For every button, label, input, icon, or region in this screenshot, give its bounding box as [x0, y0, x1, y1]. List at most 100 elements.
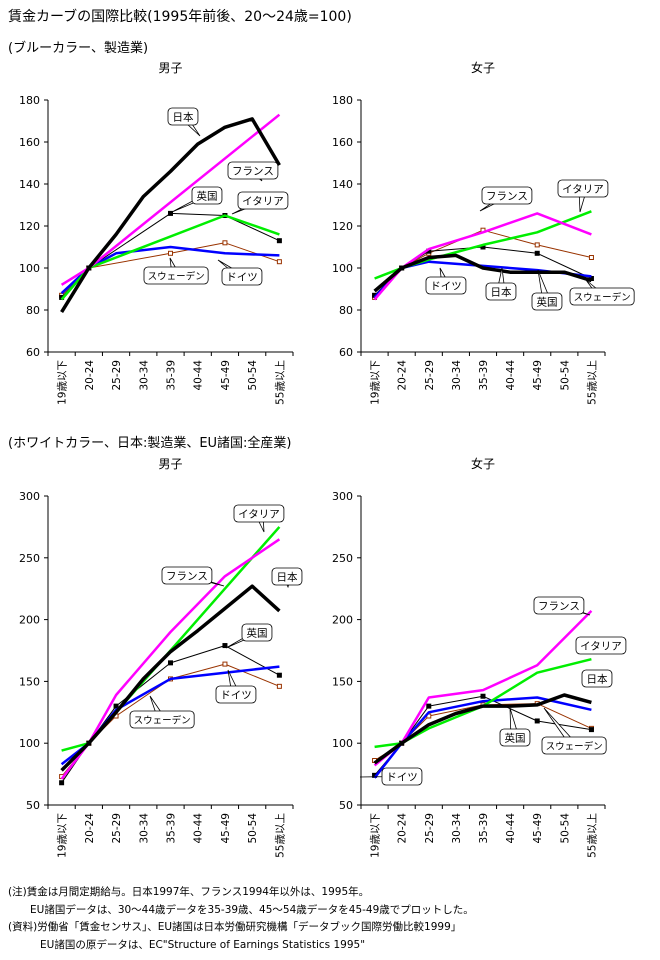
callout-label: スウェーデン: [574, 292, 631, 304]
callout-box: [381, 767, 423, 786]
data-point-英国: [113, 703, 119, 709]
data-point-英国: [534, 250, 540, 256]
note-line: EU諸国データは、30〜44歳データを35-39歳、45〜54歳データを45-4…: [30, 903, 474, 916]
callout-スウェーデン: スウェーデン: [541, 707, 607, 755]
callout-box: [271, 567, 303, 586]
footnotes: (注)賃金は月間定期給与。日本1997年、フランス1994年以外は、1995年。…: [8, 884, 474, 954]
callout-スウェーデン: スウェーデン: [143, 257, 209, 285]
callout-label: イタリア: [238, 509, 280, 521]
callout-イタリア: イタリア: [233, 504, 285, 533]
y-tick-label: 180: [19, 94, 40, 107]
callout-英国: 英国: [531, 269, 563, 311]
series-line-フランス: [373, 212, 592, 301]
callout-日本: 日本: [271, 567, 303, 589]
callout-イタリア: イタリア: [557, 179, 609, 213]
chart-title: 男子: [158, 61, 182, 75]
callout-box: [425, 276, 467, 295]
y-tick-label: 50: [26, 799, 40, 812]
y-tick-label: 300: [332, 490, 353, 503]
callout-label: フランス: [166, 571, 208, 583]
chart-white-collar-male: 男子 50 100 150 200 250 300 19歳以下 20-24 25-29 30-34 3…: [19, 457, 303, 858]
callout-label: ドイツ: [220, 690, 252, 702]
callout-英国: 英国: [171, 186, 223, 213]
x-tick-label: 45-49: [532, 813, 544, 844]
y-tick-label: 300: [19, 490, 40, 503]
callout-box: [541, 736, 607, 755]
x-tick-label: 19歳以下: [370, 813, 382, 858]
data-point-ドイツ: [276, 259, 282, 265]
callout-label: ドイツ: [386, 772, 418, 784]
x-tick-label: 19歳以下: [57, 360, 69, 405]
callout-label: 日本: [276, 571, 297, 584]
series-line-イタリア: [374, 657, 592, 749]
callout-box: [129, 710, 195, 729]
callout-label: 英国: [504, 732, 525, 745]
callout-label: 英国: [246, 627, 267, 640]
x-tick-label: 19歳以下: [370, 360, 382, 405]
x-tick-label: 50-54: [247, 813, 259, 844]
callout-box: [557, 179, 609, 198]
y-tick-label: 180: [332, 94, 353, 107]
chart-blue-collar-male: 男子 60 80 100 120 140 160 180 19歳以下 20-24 25-29 30-3…: [19, 61, 294, 405]
data-point-ドイツ: [534, 242, 540, 248]
section-label-blue-collar: (ブルーカラー、製造業): [8, 41, 149, 56]
section-label-white-collar: (ホワイトカラー、日本:製造業、EU諸国:全産業): [8, 436, 292, 451]
callout-日本: 日本: [485, 267, 517, 301]
y-tick-label: 80: [26, 304, 40, 317]
x-tick-label: 55歳以上: [274, 813, 286, 858]
y-tick-label: 200: [332, 614, 353, 627]
callout-box: [581, 669, 613, 688]
x-tick-label: 50-54: [559, 360, 571, 391]
y-tick-label: 160: [19, 136, 40, 149]
x-tick-label: 30-34: [138, 360, 150, 391]
callout-スウェーデン: スウェーデン: [129, 695, 195, 729]
callout-label: スウェーデン: [148, 271, 205, 283]
callout-ドイツ: ドイツ: [215, 669, 257, 704]
callout-box: [221, 267, 263, 286]
callout-box: [143, 266, 209, 285]
y-tick-label: 250: [19, 552, 40, 565]
callout-box: [241, 623, 273, 642]
callout-box: [575, 636, 627, 655]
series-line-スウェーデン: [373, 696, 592, 779]
data-point-英国: [168, 660, 173, 666]
page-title: 賃金カーブの国際比較(1995年前後、20〜24歳=100): [8, 9, 352, 25]
callout-フランス: フランス: [533, 596, 591, 616]
data-point-ドイツ: [222, 661, 228, 667]
callout-フランス: フランス: [227, 161, 279, 182]
x-tick-label: 35-39: [166, 813, 178, 844]
x-tick-label: 45-49: [532, 360, 544, 391]
callout-フランス: フランス: [479, 186, 533, 212]
x-tick-label: 40-44: [505, 813, 517, 844]
x-tick-label: 25-29: [424, 813, 436, 844]
x-tick-label: 55歳以上: [274, 360, 286, 405]
y-tick-label: 100: [19, 737, 40, 750]
x-tick-label: 40-44: [193, 360, 205, 391]
callout-label: フランス: [486, 191, 528, 203]
y-tick-label: 100: [19, 262, 40, 275]
data-point-英国: [426, 703, 432, 709]
y-tick-label: 160: [332, 136, 353, 149]
x-tick-label: 20-24: [84, 360, 96, 391]
x-tick-label: 20-24: [84, 813, 96, 844]
y-tick-label: 120: [19, 220, 40, 233]
callout-英国: 英国: [225, 623, 273, 649]
x-tick-label: 35-39: [166, 360, 178, 391]
x-tick-label: 40-44: [505, 360, 517, 391]
callout-label: イタリア: [580, 641, 622, 653]
x-tick-label: 30-34: [451, 813, 463, 844]
callout-label: 英国: [196, 190, 217, 203]
x-tick-label: 40-44: [193, 813, 205, 844]
y-tick-label: 140: [332, 178, 353, 191]
callout-イタリア: イタリア: [575, 636, 627, 655]
y-tick-label: 150: [332, 675, 353, 688]
data-point-英国: [276, 238, 282, 244]
callout-box: [485, 282, 517, 301]
x-tick-label: 20-24: [397, 813, 409, 844]
x-tick-label: 30-34: [451, 360, 463, 391]
callout-英国: 英国: [499, 707, 531, 747]
series-line-イタリア: [60, 214, 280, 301]
data-point-英国: [59, 780, 65, 786]
chart-white-collar-female: 女子 50 100 150 200 250 300 19歳以下 20-24 25-29 30-34 3…: [332, 456, 627, 858]
chart-title: 女子: [471, 60, 495, 75]
